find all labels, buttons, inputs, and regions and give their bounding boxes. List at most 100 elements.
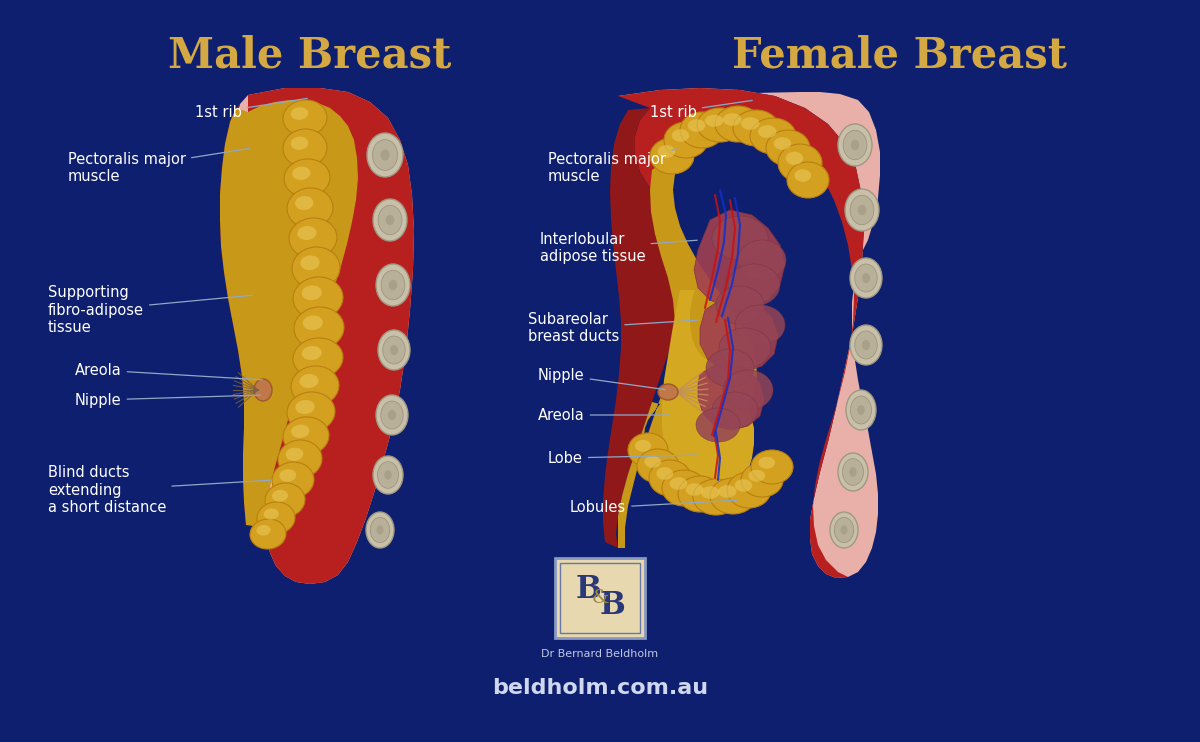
Ellipse shape [382,270,404,300]
Ellipse shape [378,462,398,488]
Ellipse shape [367,133,403,177]
Ellipse shape [749,470,766,482]
Ellipse shape [851,139,859,150]
Ellipse shape [650,138,694,174]
Ellipse shape [372,139,397,171]
Ellipse shape [293,277,343,319]
Ellipse shape [384,470,391,480]
Polygon shape [662,290,754,494]
Ellipse shape [254,379,272,401]
Ellipse shape [838,124,872,166]
Ellipse shape [701,486,720,499]
Ellipse shape [380,401,403,429]
Text: B: B [599,591,625,622]
Ellipse shape [838,453,868,491]
Ellipse shape [758,125,776,138]
Ellipse shape [298,226,317,240]
Polygon shape [220,100,358,528]
Ellipse shape [373,456,403,494]
Ellipse shape [257,502,295,534]
Ellipse shape [774,137,791,150]
Ellipse shape [287,392,335,432]
Ellipse shape [257,525,271,536]
Text: Nipple: Nipple [538,367,665,390]
Text: Nipple: Nipple [74,393,260,407]
Text: 1st rib: 1st rib [650,100,752,119]
Ellipse shape [280,469,296,482]
Ellipse shape [850,325,882,365]
Ellipse shape [658,384,678,400]
Ellipse shape [287,188,332,228]
Ellipse shape [283,100,326,136]
Ellipse shape [830,512,858,548]
Ellipse shape [733,110,779,146]
Text: Pectoralis major
muscle: Pectoralis major muscle [548,148,677,184]
Ellipse shape [290,137,308,150]
Ellipse shape [286,447,304,461]
Ellipse shape [628,433,668,467]
Ellipse shape [376,264,410,306]
Ellipse shape [300,255,319,270]
Ellipse shape [366,512,394,548]
Ellipse shape [727,472,772,508]
Ellipse shape [834,517,854,542]
Ellipse shape [678,476,722,512]
Ellipse shape [719,328,772,368]
FancyBboxPatch shape [554,558,646,638]
Ellipse shape [680,112,724,148]
Ellipse shape [656,467,673,480]
Text: Areola: Areola [538,407,670,422]
Ellipse shape [854,264,877,292]
Text: Lobe: Lobe [548,450,697,465]
Ellipse shape [697,108,743,142]
Text: &: & [592,589,608,607]
Ellipse shape [718,485,737,498]
Ellipse shape [846,390,876,430]
Ellipse shape [664,122,708,158]
Ellipse shape [688,119,706,132]
Polygon shape [220,104,274,525]
Ellipse shape [388,410,396,420]
Ellipse shape [742,463,784,497]
Ellipse shape [292,166,311,180]
Ellipse shape [851,396,871,424]
Polygon shape [618,122,820,548]
Ellipse shape [295,400,314,414]
Text: Interlobular
adipose tissue: Interlobular adipose tissue [540,232,697,264]
Ellipse shape [724,114,742,126]
Ellipse shape [658,145,676,158]
Ellipse shape [706,115,724,127]
Ellipse shape [292,366,338,406]
Ellipse shape [862,340,870,350]
Ellipse shape [644,456,661,467]
Ellipse shape [715,106,761,142]
Ellipse shape [786,151,803,165]
Text: Subareolar
breast ducts: Subareolar breast ducts [528,312,697,344]
Ellipse shape [278,440,322,478]
Ellipse shape [712,216,768,260]
Ellipse shape [290,107,308,119]
Ellipse shape [766,130,810,166]
Polygon shape [604,108,680,548]
Text: B: B [575,574,601,605]
Ellipse shape [380,149,390,160]
Polygon shape [698,363,764,430]
Ellipse shape [265,483,305,517]
Text: Areola: Areola [74,363,263,380]
Ellipse shape [850,467,857,477]
Ellipse shape [376,395,408,435]
Ellipse shape [302,315,323,330]
Ellipse shape [685,483,703,496]
Ellipse shape [734,305,785,345]
Ellipse shape [842,459,864,485]
Ellipse shape [264,508,278,519]
Ellipse shape [295,196,313,210]
Ellipse shape [738,240,786,280]
Ellipse shape [383,336,406,364]
Ellipse shape [378,206,402,234]
Ellipse shape [292,424,310,438]
Ellipse shape [750,118,796,154]
Ellipse shape [250,519,286,549]
Text: Female Breast: Female Breast [732,34,1068,76]
Ellipse shape [710,478,756,514]
